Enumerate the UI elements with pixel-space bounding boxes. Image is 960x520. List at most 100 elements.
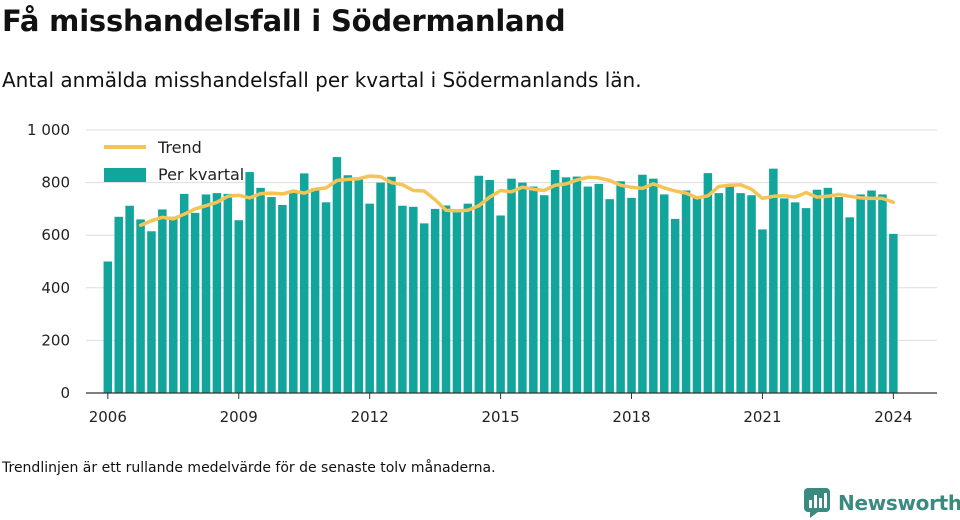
bar — [496, 215, 505, 393]
bar — [539, 195, 549, 393]
legend: Trend Per kvartal — [104, 138, 244, 184]
bar — [321, 202, 331, 393]
bar — [769, 168, 778, 393]
bar — [845, 217, 854, 393]
y-tick-label: 600 — [41, 226, 70, 244]
bar — [529, 186, 538, 393]
x-tick-label: 2012 — [351, 408, 389, 426]
bar — [114, 216, 123, 393]
chart-title: Få misshandelsfall i Södermanland — [2, 4, 566, 38]
bar — [627, 197, 636, 393]
bar — [354, 177, 364, 393]
bar — [638, 174, 647, 393]
bar — [365, 203, 374, 393]
bar — [812, 189, 822, 393]
bar — [714, 193, 724, 393]
bar — [550, 169, 560, 393]
bar — [179, 193, 189, 393]
bar — [878, 194, 887, 393]
bar — [212, 193, 222, 393]
bar — [452, 211, 462, 393]
bar — [507, 178, 516, 393]
bar — [441, 205, 451, 393]
bar — [659, 194, 669, 393]
bar — [561, 177, 571, 393]
footnote: Trendlinjen är ett rullande medelvärde f… — [2, 460, 496, 476]
newsworthy-logo-icon — [804, 488, 830, 518]
bar — [332, 157, 342, 393]
x-tick-label: 2018 — [612, 408, 650, 426]
bar — [234, 220, 243, 393]
x-tick-label: 2006 — [89, 408, 127, 426]
trend-line — [138, 174, 896, 227]
y-tick-label: 800 — [41, 174, 70, 192]
bar — [518, 182, 527, 393]
bars-layer — [103, 157, 898, 393]
bar — [419, 223, 429, 393]
bar — [398, 205, 407, 393]
bar — [867, 190, 876, 393]
y-tick-label: 1 000 — [27, 121, 70, 139]
bar — [649, 178, 658, 393]
bar — [583, 186, 593, 393]
bar — [169, 216, 178, 393]
axis-layer: 0 200 400 600 800 1 000 2006 2009 2012 2015 2018 20… — [27, 121, 937, 426]
x-tick-label: 2021 — [743, 408, 781, 426]
bar — [692, 197, 702, 393]
bar — [594, 183, 604, 393]
bar — [889, 233, 898, 393]
bar — [616, 181, 625, 393]
x-tick-label: 2015 — [481, 408, 519, 426]
bar — [430, 208, 440, 393]
y-tick-label: 400 — [41, 279, 70, 297]
bar — [147, 231, 156, 393]
bar — [267, 197, 276, 393]
bar — [136, 219, 145, 393]
bar — [299, 173, 309, 393]
legend-bar-swatch — [104, 168, 146, 182]
bar — [758, 229, 767, 393]
bar — [310, 188, 320, 393]
bar — [681, 190, 691, 393]
bar — [790, 202, 800, 393]
bar — [703, 173, 713, 393]
bar — [376, 182, 385, 393]
bar — [289, 190, 298, 393]
bar — [463, 203, 473, 393]
bar — [474, 175, 484, 393]
bar — [780, 198, 789, 393]
bar — [190, 212, 200, 393]
trend-layer — [138, 174, 896, 227]
bar — [201, 194, 211, 393]
bar — [278, 204, 287, 393]
chart: 0 200 400 600 800 1 000 2006 2009 2012 2015 2018 20… — [27, 121, 937, 426]
bar — [736, 193, 745, 393]
bar — [409, 206, 418, 393]
bar — [834, 197, 844, 393]
y-tick-label: 0 — [60, 384, 70, 402]
y-tick-label: 200 — [41, 331, 70, 349]
bar — [725, 186, 734, 393]
bar — [670, 218, 680, 393]
bar — [223, 193, 233, 393]
bar — [387, 176, 396, 393]
bar — [823, 187, 833, 393]
bar — [572, 176, 582, 393]
bar — [747, 195, 756, 393]
bar — [801, 208, 811, 393]
bar — [343, 175, 353, 393]
bar — [605, 199, 614, 393]
bar — [245, 172, 254, 393]
brand: Newsworthy — [804, 488, 960, 518]
x-tick-label: 2024 — [874, 408, 912, 426]
bar — [158, 209, 167, 393]
brand-name: Newsworthy — [838, 491, 960, 515]
bar — [256, 187, 265, 393]
bar — [103, 261, 113, 393]
legend-bar-label: Per kvartal — [158, 165, 244, 184]
bar — [125, 205, 134, 393]
bar — [856, 194, 865, 393]
x-tick-label: 2009 — [220, 408, 258, 426]
chart-subtitle: Antal anmälda misshandelsfall per kvarta… — [2, 68, 642, 92]
bar — [485, 179, 494, 393]
